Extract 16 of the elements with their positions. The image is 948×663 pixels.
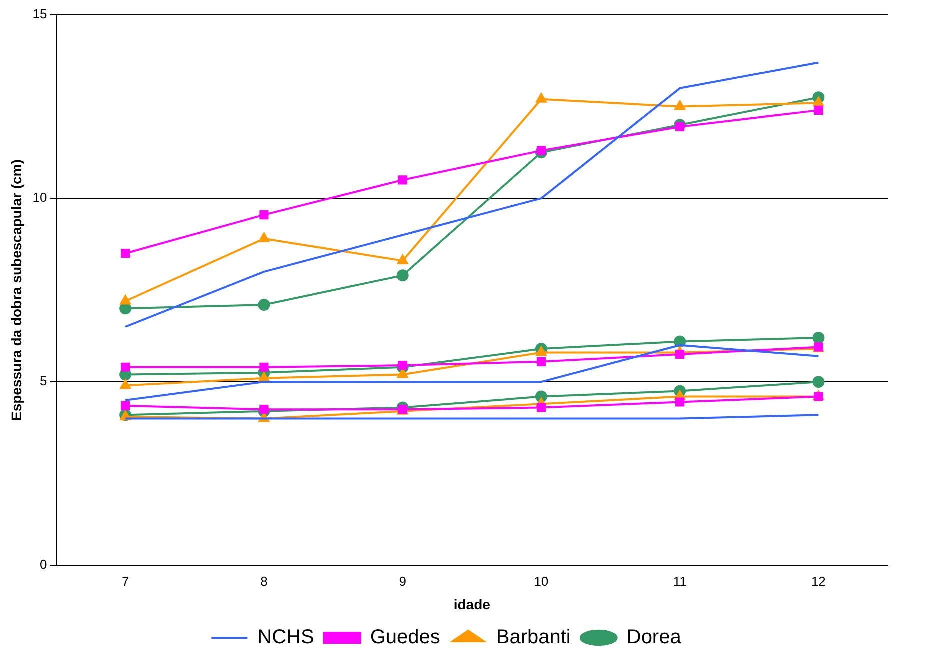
legend-label: NCHS	[258, 626, 314, 649]
y-tick-label: 15	[32, 6, 48, 22]
y-tick-label: 0	[40, 557, 48, 572]
x-axis-title: idade	[454, 596, 491, 612]
x-tick-label: 7	[122, 574, 130, 589]
legend-label: Guedes	[370, 626, 440, 649]
x-tick-label: 10	[534, 574, 549, 589]
legend-label: Barbanti	[496, 626, 571, 649]
y-axis-title: Espessura da dobra subescapular (cm)	[8, 160, 24, 422]
x-tick-label: 9	[399, 574, 406, 589]
legend-label: Dorea	[626, 626, 682, 649]
x-tick-label: 12	[811, 574, 826, 589]
y-tick-label: 10	[32, 190, 48, 206]
x-tick-label: 11	[673, 574, 687, 589]
y-tick-label: 5	[40, 374, 48, 389]
x-tick-label: 8	[260, 574, 268, 589]
